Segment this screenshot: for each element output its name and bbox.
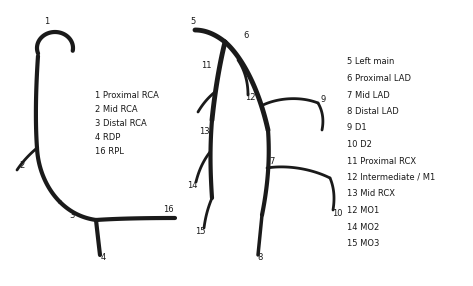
- Text: 2: 2: [19, 160, 25, 170]
- Text: 4 RDP: 4 RDP: [95, 132, 120, 142]
- Text: 14 MO2: 14 MO2: [347, 223, 379, 231]
- Text: 10 D2: 10 D2: [347, 140, 372, 149]
- Text: 13 Mid RCX: 13 Mid RCX: [347, 190, 395, 198]
- Text: 3: 3: [70, 210, 75, 219]
- Text: 9: 9: [320, 96, 325, 104]
- Text: 15 MO3: 15 MO3: [347, 239, 379, 248]
- Text: 5: 5: [190, 17, 196, 27]
- Text: 12: 12: [245, 94, 255, 102]
- Text: 14: 14: [187, 180, 197, 190]
- Text: 16: 16: [163, 206, 173, 214]
- Text: 6: 6: [243, 31, 249, 41]
- Text: 8: 8: [257, 253, 263, 263]
- Text: 3 Distal RCA: 3 Distal RCA: [95, 118, 147, 128]
- Text: 7 Mid LAD: 7 Mid LAD: [347, 90, 390, 100]
- Text: 5 Left main: 5 Left main: [347, 57, 394, 67]
- Text: 16 RPL: 16 RPL: [95, 146, 124, 156]
- Text: 7: 7: [269, 158, 275, 166]
- Text: 11: 11: [201, 61, 211, 71]
- Text: 1 Proximal RCA: 1 Proximal RCA: [95, 90, 159, 100]
- Text: 15: 15: [195, 227, 205, 237]
- Text: 9 D1: 9 D1: [347, 124, 367, 132]
- Text: 6 Proximal LAD: 6 Proximal LAD: [347, 74, 411, 83]
- Text: 12 Intermediate / M1: 12 Intermediate / M1: [347, 173, 435, 182]
- Text: 10: 10: [332, 208, 342, 217]
- Text: 2 Mid RCA: 2 Mid RCA: [95, 104, 138, 114]
- Text: 11 Proximal RCX: 11 Proximal RCX: [347, 156, 416, 166]
- Text: 13: 13: [199, 128, 210, 136]
- Text: 12 MO1: 12 MO1: [347, 206, 379, 215]
- Text: 1: 1: [44, 17, 50, 27]
- Text: 8 Distal LAD: 8 Distal LAD: [347, 107, 399, 116]
- Text: 4: 4: [100, 253, 105, 263]
